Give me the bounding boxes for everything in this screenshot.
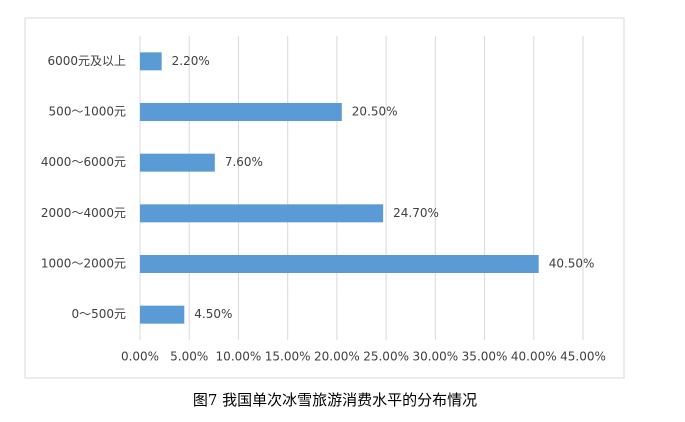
bar bbox=[140, 255, 539, 273]
y-tick-label: 2000～4000元 bbox=[41, 206, 126, 220]
x-tick-label: 15.00% bbox=[265, 350, 311, 364]
data-label: 40.50% bbox=[549, 257, 595, 271]
data-label: 2.20% bbox=[172, 54, 210, 68]
x-tick-label: 10.00% bbox=[216, 350, 262, 364]
x-tick-label: 30.00% bbox=[412, 350, 458, 364]
bar bbox=[140, 153, 215, 172]
data-label: 7.60% bbox=[225, 155, 263, 169]
bar bbox=[140, 103, 342, 121]
x-tick-label: 40.00% bbox=[511, 350, 557, 364]
bar bbox=[140, 52, 162, 71]
data-label: 20.50% bbox=[352, 105, 398, 119]
y-tick-label: 0～500元 bbox=[71, 307, 126, 321]
x-tick-label: 45.00% bbox=[560, 350, 606, 364]
bar bbox=[140, 305, 185, 324]
y-tick-label: 4000～6000元 bbox=[41, 155, 126, 169]
x-tick-label: 25.00% bbox=[363, 350, 409, 364]
x-tick-label: 35.00% bbox=[462, 350, 508, 364]
bar bbox=[140, 204, 384, 223]
chart-title: 图7 我国单次冰雪旅游消费水平的分布情况 bbox=[193, 391, 477, 409]
x-tick-label: 20.00% bbox=[314, 350, 360, 364]
x-tick-label: 0.00% bbox=[121, 350, 159, 364]
data-label: 24.70% bbox=[393, 206, 439, 220]
chart-frame bbox=[24, 17, 625, 379]
y-tick-label: 1000～2000元 bbox=[41, 257, 126, 271]
y-tick-label: 6000元及以上 bbox=[47, 54, 126, 68]
data-label: 4.50% bbox=[194, 307, 232, 321]
y-tick-label: 500～1000元 bbox=[49, 105, 126, 119]
x-tick-label: 5.00% bbox=[170, 350, 208, 364]
